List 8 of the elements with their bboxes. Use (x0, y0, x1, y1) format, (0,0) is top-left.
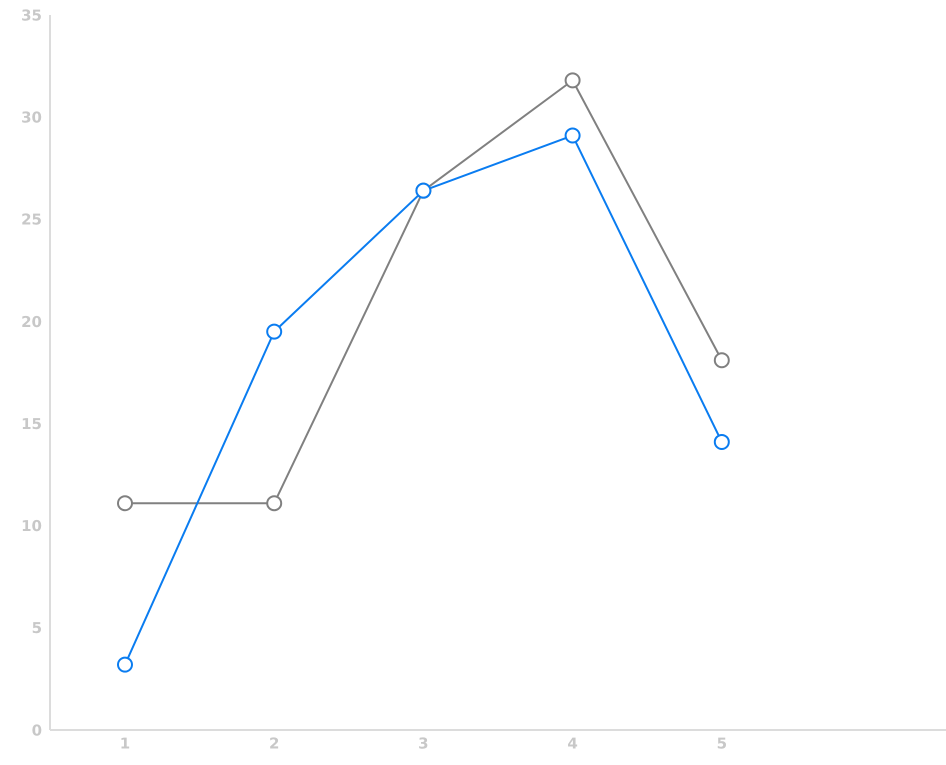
point (266, 495, 282, 512)
point (117, 495, 133, 512)
point (564, 128, 581, 144)
point (714, 434, 730, 450)
point (117, 656, 133, 673)
point (714, 352, 730, 368)
point (564, 72, 581, 88)
point (266, 324, 282, 340)
